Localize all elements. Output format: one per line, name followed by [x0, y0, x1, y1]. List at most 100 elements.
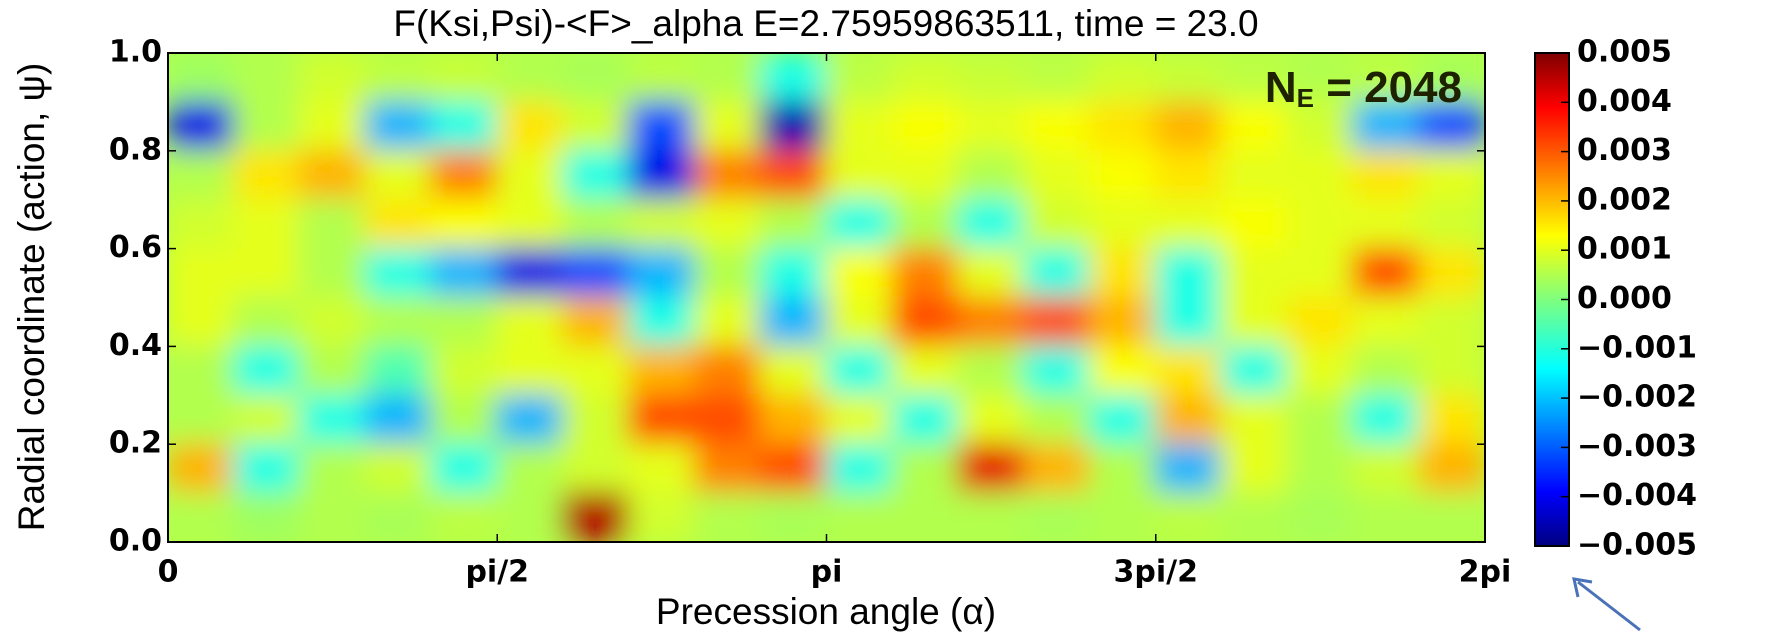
heat-cell	[825, 198, 894, 250]
heat-cell	[430, 53, 499, 103]
heat-cell	[1088, 53, 1157, 103]
heat-cell	[562, 296, 630, 348]
heat-cell	[957, 492, 1026, 542]
heat-cell	[364, 394, 433, 446]
heat-cell	[430, 149, 499, 201]
heat-cell	[298, 198, 367, 250]
heat-cell	[298, 53, 367, 103]
heat-cell	[1286, 149, 1355, 201]
heat-cell	[496, 100, 565, 152]
heat-cell	[168, 53, 235, 103]
heat-cell	[1418, 198, 1485, 250]
heat-cell	[957, 198, 1026, 250]
heat-cell	[1418, 100, 1485, 152]
x-tick-label: 2pi	[1459, 555, 1512, 590]
heat-cell	[693, 394, 762, 446]
chart-title: F(Ksi,Psi)-<F>_alpha E=2.75959863511, ti…	[393, 3, 1258, 44]
heat-cell	[891, 345, 960, 397]
heat-cell	[232, 492, 301, 542]
heat-cell	[430, 296, 499, 348]
y-tick-label: 0.2	[109, 426, 162, 461]
heat-cell	[1352, 247, 1421, 299]
heat-cell	[364, 345, 433, 397]
colorbar-tick-label: 0.002	[1577, 182, 1672, 217]
heat-cell	[562, 149, 630, 201]
heat-cell	[627, 53, 696, 103]
heat-cell	[891, 296, 960, 348]
heat-cell	[1286, 53, 1355, 103]
heat-cell	[1220, 53, 1289, 103]
heat-cell	[1023, 198, 1091, 250]
heat-cell	[364, 198, 433, 250]
heat-cell	[693, 296, 762, 348]
colorbar-tick-label: 0.003	[1577, 133, 1672, 168]
heat-cell	[957, 296, 1026, 348]
heat-cell	[759, 53, 828, 103]
heat-cell	[1154, 100, 1223, 152]
heat-cell	[825, 247, 894, 299]
heat-cell	[825, 345, 894, 397]
heat-cell	[496, 492, 565, 542]
heat-cell	[759, 296, 828, 348]
x-tick-label: pi	[811, 555, 843, 590]
heat-cell	[1088, 492, 1157, 542]
heat-cell	[298, 100, 367, 152]
heat-cell	[232, 149, 301, 201]
heat-cell	[430, 247, 499, 299]
colorbar-tick-label: −0.002	[1577, 380, 1697, 415]
heat-cell	[168, 149, 235, 201]
heat-cell	[759, 247, 828, 299]
heat-cell	[232, 53, 301, 103]
heat-cell	[693, 345, 762, 397]
heat-cell	[891, 492, 960, 542]
heat-cell	[1154, 198, 1223, 250]
heat-cell	[1418, 492, 1485, 542]
heat-cell	[693, 443, 762, 495]
heat-cell	[891, 198, 960, 250]
heat-cell	[627, 296, 696, 348]
heat-cell	[1154, 53, 1223, 103]
heat-cell	[496, 198, 565, 250]
heat-cell	[891, 443, 960, 495]
heat-cell	[957, 53, 1026, 103]
heat-cell	[891, 100, 960, 152]
heat-cell	[1154, 296, 1223, 348]
heat-cell	[1352, 296, 1421, 348]
heat-cell	[1220, 296, 1289, 348]
heat-cell	[562, 198, 630, 250]
heat-cell	[168, 492, 235, 542]
heat-cell	[232, 198, 301, 250]
heat-cell	[1220, 100, 1289, 152]
heat-cell	[1286, 100, 1355, 152]
heat-cell	[759, 443, 828, 495]
colorbar-tick-label: 0.005	[1577, 35, 1672, 70]
heat-cell	[298, 345, 367, 397]
heat-cell	[1352, 149, 1421, 201]
heat-cell	[430, 443, 499, 495]
heat-cell	[1154, 492, 1223, 542]
heatmap-cells	[168, 53, 1485, 542]
heat-cell	[562, 53, 630, 103]
x-tick-label: pi/2	[465, 555, 529, 590]
heat-cell	[562, 394, 630, 446]
colorbar-tick-label: 0.004	[1577, 84, 1672, 119]
heat-cell	[825, 149, 894, 201]
heat-cell	[627, 198, 696, 250]
heat-cell	[298, 394, 367, 446]
heat-cell	[1023, 149, 1091, 201]
colorbar-tick-label: −0.004	[1577, 478, 1697, 513]
heat-cell	[1023, 296, 1091, 348]
heat-cell	[1088, 149, 1157, 201]
heat-cell	[693, 492, 762, 542]
heat-cell	[496, 247, 565, 299]
heat-cell	[1088, 247, 1157, 299]
heat-cell	[496, 296, 565, 348]
heat-cell	[496, 443, 565, 495]
heat-cell	[1286, 345, 1355, 397]
arrow	[1577, 580, 1641, 632]
colorbar-tick-label: −0.003	[1577, 429, 1697, 464]
heat-cell	[1352, 394, 1421, 446]
heat-cell	[168, 394, 235, 446]
annotation: NE = 2048	[1265, 63, 1462, 113]
heat-cell	[891, 149, 960, 201]
